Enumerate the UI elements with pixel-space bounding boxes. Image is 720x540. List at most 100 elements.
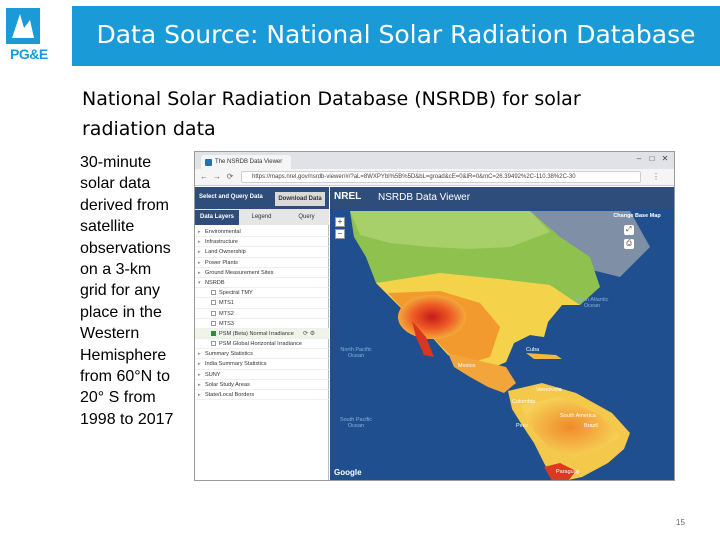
fullscreen-icon[interactable]: ⤢ — [624, 225, 634, 235]
layer-subitem[interactable]: Spectral TMY — [195, 288, 329, 299]
body-line: satellite — [80, 218, 135, 236]
select-query-tab[interactable]: Select and Query Data — [199, 194, 263, 200]
print-icon[interactable]: ⎙ — [624, 239, 634, 249]
subtitle-line: radiation data — [82, 118, 216, 140]
layer-item[interactable]: ▸ Land Ownership — [195, 247, 329, 258]
layer-item[interactable]: ▾ NSRDB — [195, 278, 329, 289]
browser-menu-icon[interactable]: ⋮ — [652, 172, 660, 181]
url-input[interactable]: https://maps.nrel.gov/nsrdb-viewer/#/?aL… — [241, 171, 641, 183]
favicon-icon — [205, 159, 212, 166]
expand-icon: ▸ — [198, 259, 201, 266]
map-label-cuba: Cuba — [526, 347, 540, 353]
expand-icon: ▸ — [198, 371, 201, 378]
map-label-south-america: South America — [560, 413, 596, 419]
tab-title: The NSRDB Data Viewer — [215, 159, 283, 165]
layer-item[interactable]: ▸ SUNY — [195, 370, 329, 380]
download-data-tab[interactable]: Download Data — [275, 192, 325, 206]
layer-item[interactable]: ▸ Solar Study Areas — [195, 380, 329, 390]
tab-legend[interactable]: Legend — [251, 214, 272, 220]
expand-icon: ▸ — [198, 249, 201, 256]
layer-subitem[interactable]: MTS1 — [195, 298, 329, 309]
layer-item[interactable]: ▸ Ground Measurement Sites — [195, 268, 329, 278]
browser-tab[interactable]: The NSRDB Data Viewer — [201, 155, 291, 169]
logo-text: PG&E — [10, 46, 48, 62]
sidebar-tabs: Data Layers Legend Query — [195, 209, 329, 225]
expand-icon: ▸ — [198, 351, 201, 358]
close-icon[interactable]: ✕ — [661, 154, 669, 163]
nsrdb-app: Select and Query Data Download Data Data… — [195, 187, 674, 481]
address-bar-row: ← → ⟳ https://maps.nrel.gov/nsrdb-viewer… — [195, 169, 674, 186]
slide-subtitle: National Solar Radiation Database (NSRDB… — [82, 84, 642, 144]
zoom-in-button[interactable]: + — [335, 217, 345, 227]
map-label-north-atlantic: North Atlantic Ocean — [575, 297, 609, 309]
minimize-icon[interactable]: – — [636, 154, 642, 163]
body-line: from 60°N to — [80, 368, 170, 386]
maximize-icon[interactable]: □ — [649, 154, 655, 163]
body-line: derived from — [80, 196, 169, 214]
body-line: 20° S from — [80, 389, 156, 407]
layer-subitem[interactable]: MTS3 — [195, 319, 329, 329]
sidebar-header: Select and Query Data Download Data — [195, 187, 329, 209]
expand-icon: ▸ — [198, 361, 201, 368]
layer-item[interactable]: ▸ State/Local Borders — [195, 390, 329, 401]
body-line: observations — [80, 239, 171, 257]
title-bar: Data Source: National Solar Radiation Da… — [72, 6, 720, 66]
layer-subitem[interactable]: PSM Global Horizontal Irradiance — [195, 339, 329, 350]
layer-subitem[interactable]: MTS2 — [195, 309, 329, 319]
map-label-venezuela: Venezuela — [536, 387, 562, 393]
body-line: 30-minute — [80, 154, 152, 171]
expand-icon: ▸ — [198, 239, 201, 246]
expand-icon: ▸ — [198, 229, 201, 235]
tab-query[interactable]: Query — [298, 214, 315, 220]
map-label-south-pacific: South Pacific Ocean — [339, 417, 373, 429]
body-line: grid for any — [80, 282, 161, 300]
nrel-logo: NREL — [334, 191, 362, 202]
body-text: 30-minute solar data derived from satell… — [80, 152, 190, 430]
forward-icon[interactable]: → — [213, 172, 221, 181]
layer-checkbox[interactable] — [211, 290, 216, 296]
layer-item[interactable]: ▸ Summary Statistics — [195, 349, 329, 360]
nsrdb-viewer-screenshot: The NSRDB Data Viewer – □ ✕ ← → ⟳ https:… — [194, 151, 675, 481]
slide-header: PG&E Data Source: National Solar Radiati… — [0, 0, 720, 70]
solar-map-canvas[interactable] — [330, 187, 674, 481]
map-label-colombia: Colombia — [512, 399, 536, 405]
map-header: NREL NSRDB Data Viewer — [330, 187, 674, 209]
map-label-peru: Peru — [516, 423, 528, 429]
body-line: 1998 to 2017 — [80, 410, 174, 428]
body-line: place in the — [80, 303, 162, 321]
body-line: on a 3-km — [80, 261, 152, 279]
map-label-mexico: Mexico — [458, 363, 476, 369]
layer-sidebar: Select and Query Data Download Data Data… — [195, 187, 329, 480]
map-label-north-pacific: North Pacific Ocean — [340, 347, 372, 359]
body-line: Western — [80, 325, 140, 343]
back-icon[interactable]: ← — [200, 172, 208, 181]
zoom-out-button[interactable]: − — [335, 229, 345, 239]
layer-tools-icon[interactable]: ⟳ ⚙ — [303, 330, 316, 337]
reload-icon[interactable]: ⟳ — [226, 172, 234, 181]
layer-item[interactable]: ▸ Environmental — [195, 227, 329, 238]
slide-title: Data Source: National Solar Radiation Da… — [96, 20, 696, 49]
expand-icon: ▸ — [198, 269, 201, 276]
collapse-icon: ▾ — [198, 279, 201, 286]
page-number: 15 — [676, 518, 685, 527]
google-logo: Google — [334, 468, 362, 477]
change-basemap-button[interactable]: Change Base Map — [613, 213, 661, 219]
layer-item[interactable]: ▸ India Summary Statistics — [195, 359, 329, 370]
layer-item[interactable]: ▸ Power Plants — [195, 258, 329, 268]
map-label-paraguay: Paraguay — [556, 469, 580, 475]
expand-icon: ▸ — [198, 381, 201, 388]
layer-checkbox[interactable] — [211, 320, 216, 326]
tab-data-layers[interactable]: Data Layers — [195, 210, 239, 225]
layer-list: ▸ Environmental ▸ Infrastructure ▸ Land Own… — [195, 227, 329, 401]
layer-checkbox[interactable] — [211, 341, 216, 347]
layer-checkbox[interactable] — [211, 300, 216, 306]
body-line: Hemisphere — [80, 346, 167, 364]
pge-logo-icon — [6, 8, 54, 62]
solar-map[interactable]: NREL NSRDB Data Viewer Change Base Map ⤢… — [330, 187, 674, 481]
map-label-brazil: Brazil — [584, 423, 598, 429]
layer-item[interactable]: ▸ Infrastructure — [195, 237, 329, 248]
subtitle-line: National Solar Radiation Database (NSRDB… — [82, 88, 581, 110]
layer-checkbox-checked[interactable] — [211, 330, 216, 336]
layer-checkbox[interactable] — [211, 310, 216, 316]
layer-subitem-active[interactable]: PSM (Beta) Normal Irradiance ⟳ ⚙ — [195, 328, 329, 340]
